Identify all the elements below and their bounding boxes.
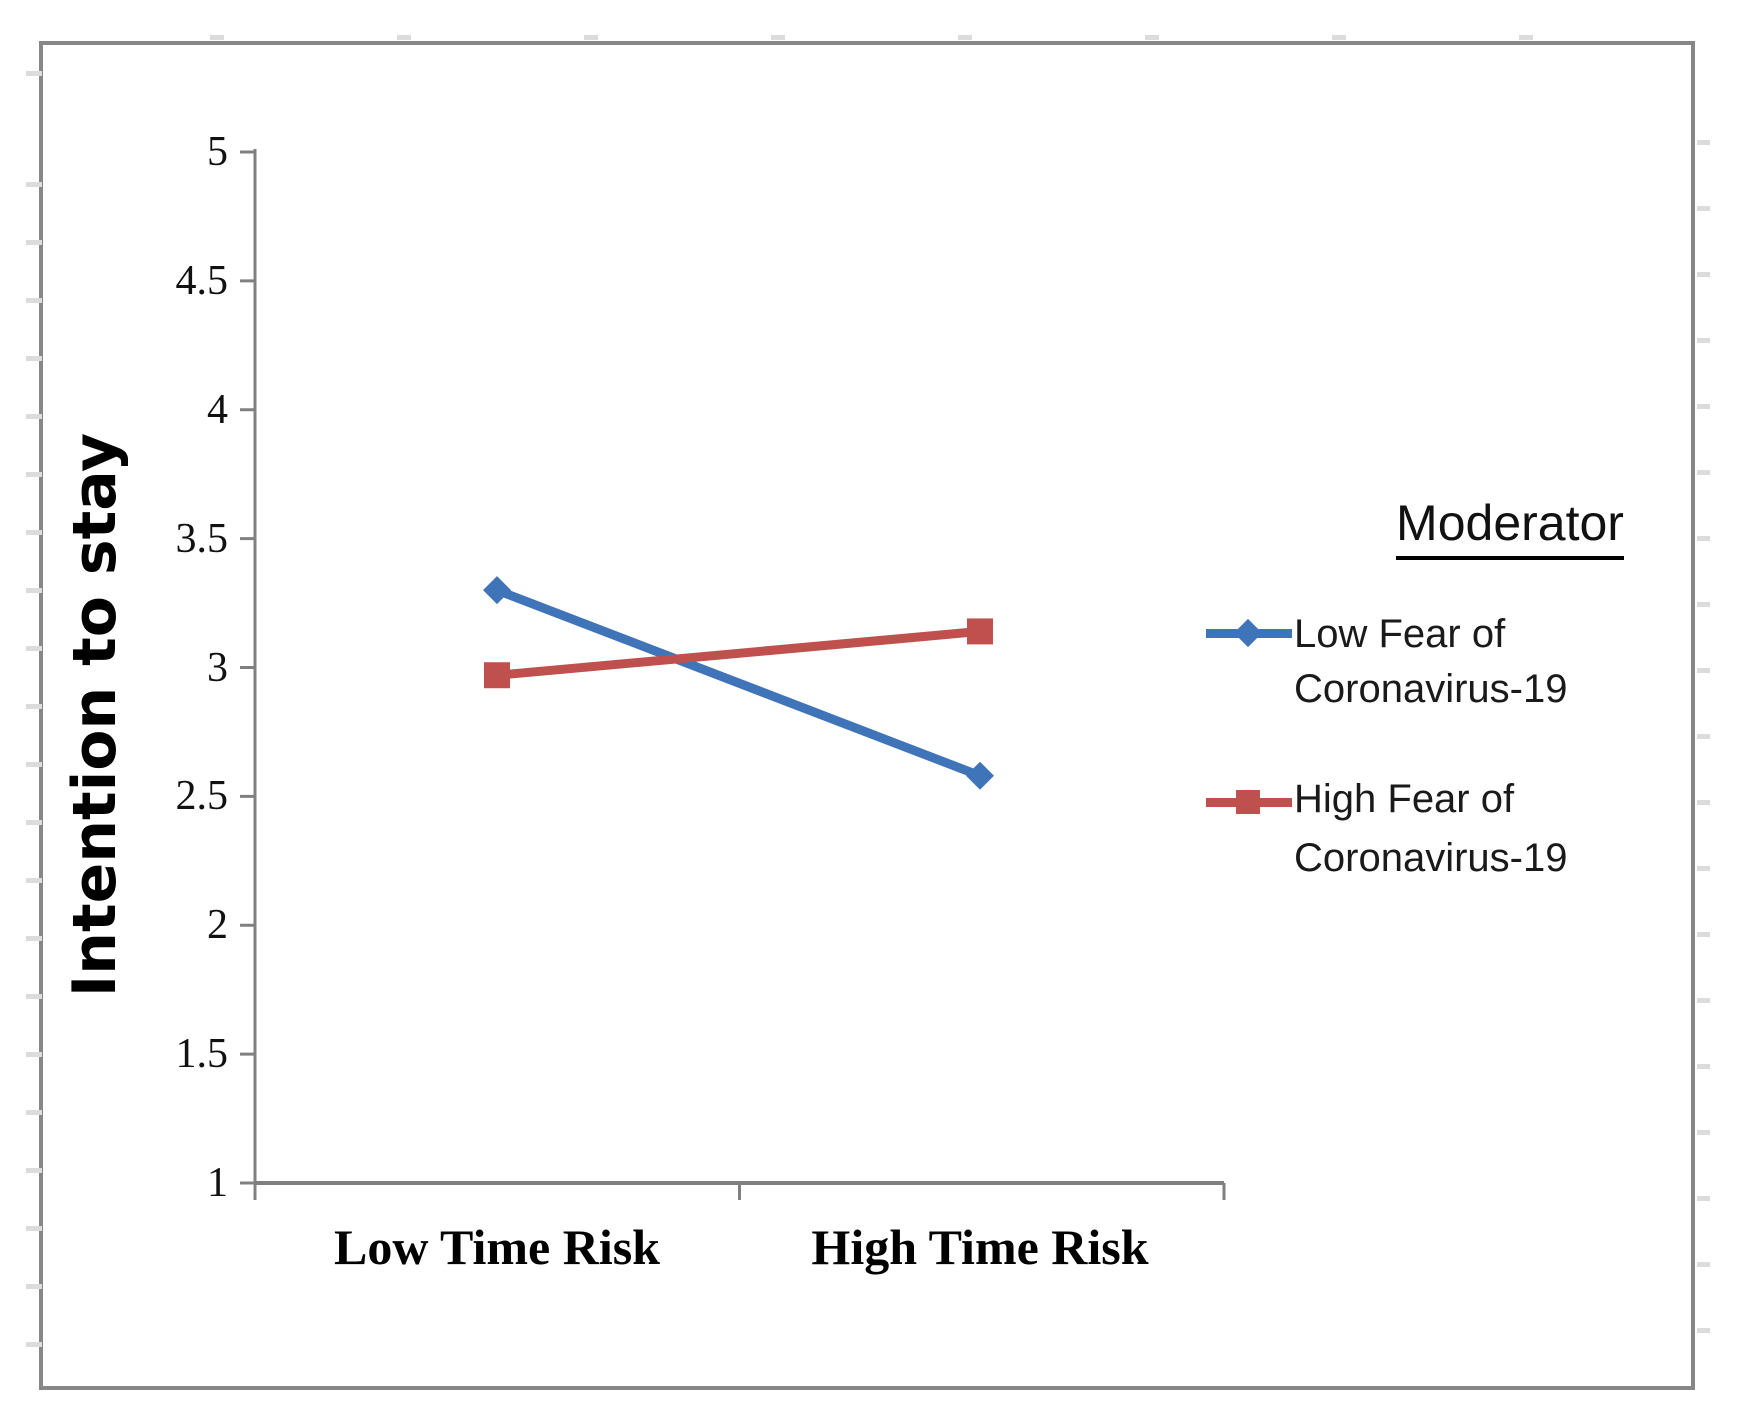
- gridline-artifact-tick: [26, 182, 42, 187]
- gridline-artifact-tick: [1697, 932, 1710, 937]
- gridline-artifact-tick: [26, 762, 42, 767]
- gridline-artifact-tick: [26, 1110, 42, 1115]
- gridline-artifact-tick: [1697, 404, 1710, 409]
- gridline-artifact-tick: [1697, 338, 1710, 343]
- gridline-artifact-tick: [1697, 1328, 1710, 1333]
- gridline-artifact-tick: [1697, 866, 1710, 871]
- gridline-artifact-tick: [210, 35, 224, 40]
- y-tick-label: 3.5: [175, 515, 229, 562]
- gridline-artifact-tick: [26, 414, 42, 419]
- legend-label-line: High Fear of: [1294, 777, 1515, 821]
- chart-border: [39, 41, 1695, 1390]
- data-point-square: [967, 618, 993, 645]
- legend-label-line: Coronavirus-19: [1294, 836, 1568, 880]
- gridline-artifact-tick: [26, 240, 42, 245]
- legend-square-icon: [1236, 790, 1260, 814]
- gridline-artifact-tick: [1697, 470, 1710, 475]
- y-tick-label: 1.5: [175, 1031, 229, 1078]
- gridline-artifact-tick: [26, 1226, 42, 1231]
- gridline-artifact-tick: [771, 35, 785, 40]
- gridline-artifact-tick: [1697, 272, 1710, 277]
- series-line-low-fear: [492, 585, 985, 781]
- data-point-diamond: [966, 761, 994, 790]
- gridline-artifact-tick: [26, 356, 42, 361]
- series-line-high-fear: [492, 626, 985, 680]
- gridline-artifact-tick: [26, 472, 42, 477]
- x-category-label: Low Time Risk: [333, 1219, 660, 1275]
- y-tick-label: 4.5: [175, 257, 229, 304]
- gridline-artifact-tick: [26, 588, 42, 593]
- gridline-artifact-tick: [26, 936, 42, 941]
- gridline-artifact-tick: [26, 1284, 42, 1289]
- gridline-artifact-tick: [26, 1342, 42, 1347]
- legend-label-line: Coronavirus-19: [1294, 667, 1568, 711]
- gridline-artifact-tick: [397, 35, 411, 40]
- gridline-artifact-tick: [958, 35, 972, 40]
- gridline-artifact-tick: [1332, 35, 1346, 40]
- gridline-artifact-tick: [1697, 800, 1710, 805]
- gridline-artifact-tick: [1697, 602, 1710, 607]
- gridline-artifact-tick: [1145, 35, 1159, 40]
- legend-label-high-fear: High Fear of Coronavirus-19: [1294, 770, 1567, 888]
- gridline-artifact-tick: [1697, 1262, 1710, 1267]
- data-point-diamond: [483, 576, 511, 605]
- gridline-artifact-tick: [1697, 668, 1710, 673]
- gridline-artifact-tick: [26, 646, 42, 651]
- data-point-square: [484, 662, 510, 689]
- y-tick-label: 4: [207, 386, 228, 433]
- legend-label-low-fear: Low Fear of Coronavirus-19: [1294, 607, 1567, 717]
- gridline-artifact-tick: [26, 530, 42, 535]
- gridline-artifact-tick: [26, 298, 42, 303]
- gridline-artifact-tick: [26, 1052, 42, 1057]
- legend-label-line: Low Fear of: [1294, 612, 1506, 656]
- gridline-artifact-tick: [1697, 1130, 1710, 1135]
- gridline-artifact-tick: [1697, 998, 1710, 1003]
- y-tick-label: 2: [207, 902, 228, 949]
- legend-title: Moderator: [1385, 494, 1635, 560]
- gridline-artifact-tick: [26, 71, 42, 76]
- gridline-artifact-tick: [26, 704, 42, 709]
- x-category-label: High Time Risk: [811, 1219, 1149, 1275]
- gridline-artifact-tick: [1697, 206, 1710, 211]
- gridline-artifact-tick: [1697, 1064, 1710, 1069]
- gridline-artifact-tick: [1697, 536, 1710, 541]
- y-tick-label: 2.5: [175, 773, 229, 820]
- y-tick-label: 1: [207, 1160, 228, 1206]
- gridline-artifact-tick: [26, 820, 42, 825]
- gridline-artifact-tick: [1697, 734, 1710, 739]
- gridline-artifact-tick: [1697, 1196, 1710, 1201]
- y-tick-label: 5: [207, 129, 228, 175]
- gridline-artifact-tick: [26, 1168, 42, 1173]
- gridline-artifact-tick: [26, 994, 42, 999]
- gridline-artifact-tick: [1519, 35, 1533, 40]
- gridline-artifact-tick: [26, 878, 42, 883]
- y-tick-label: 3: [207, 644, 228, 691]
- gridline-artifact-tick: [584, 35, 598, 40]
- gridline-artifact-tick: [1697, 140, 1710, 145]
